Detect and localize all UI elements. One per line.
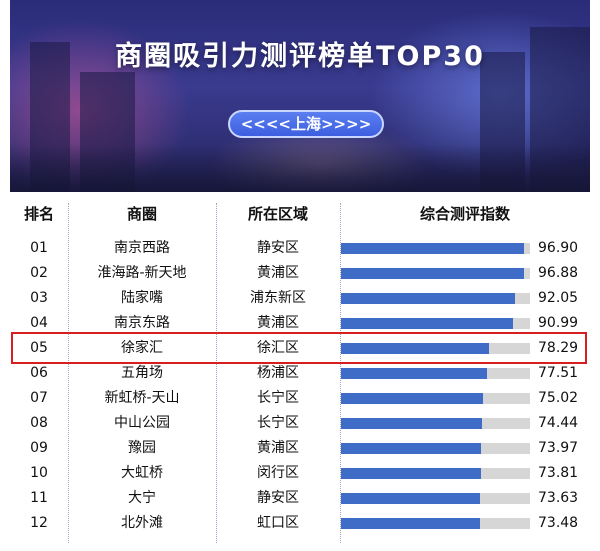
rank-cell: 06 xyxy=(30,365,48,381)
score-bar-track xyxy=(341,493,530,504)
score-bar-track xyxy=(341,318,530,329)
area-cell: 北外滩 xyxy=(121,515,163,531)
header-area: 商圈 xyxy=(126,205,157,223)
score-label: 96.88 xyxy=(538,265,579,281)
district-cell: 杨浦区 xyxy=(257,365,299,381)
ranking-table: 排名 商圈 所在区域 综合测评指数 01 南京西路 静安区 96.90 02 淮海路-新天… xyxy=(10,193,590,551)
score-label: 73.48 xyxy=(538,515,579,531)
rank-cell: 08 xyxy=(30,415,48,431)
score-label: 90.99 xyxy=(538,315,579,331)
score-label: 73.97 xyxy=(538,440,579,456)
district-cell: 黄浦区 xyxy=(257,265,299,281)
score-bar xyxy=(341,343,489,354)
rank-cell: 11 xyxy=(30,490,48,506)
district-cell: 徐汇区 xyxy=(257,340,299,356)
banner-title: 商圈吸引力测评榜单TOP30 xyxy=(115,41,485,72)
rank-cell: 10 xyxy=(30,465,48,481)
district-cell: 静安区 xyxy=(257,490,299,506)
rank-cell: 05 xyxy=(30,340,48,356)
score-bar-track xyxy=(341,368,530,379)
rank-cell: 01 xyxy=(30,240,48,256)
score-label: 75.02 xyxy=(538,390,579,406)
rank-cell: 09 xyxy=(30,440,48,456)
score-bar xyxy=(341,243,525,254)
score-label: 77.51 xyxy=(538,365,579,381)
score-bar xyxy=(341,443,481,454)
score-bar-track xyxy=(341,443,530,454)
score-bar-track xyxy=(341,518,530,529)
area-cell: 南京东路 xyxy=(114,315,170,331)
score-bar-track xyxy=(341,393,530,404)
score-label: 73.81 xyxy=(538,465,579,481)
column-divider xyxy=(340,203,341,543)
header-rank: 排名 xyxy=(23,205,54,223)
district-cell: 黄浦区 xyxy=(257,315,299,331)
area-cell: 新虹桥-天山 xyxy=(104,390,180,406)
score-label: 73.63 xyxy=(538,490,579,506)
score-bar-track xyxy=(341,268,530,279)
district-cell: 静安区 xyxy=(257,240,299,256)
score-bar-track xyxy=(341,343,530,354)
score-bar-track xyxy=(341,293,530,304)
area-cell: 陆家嘴 xyxy=(121,290,163,306)
area-cell: 淮海路-新天地 xyxy=(97,265,187,281)
city-tag-pill: <<<<上海>>>> xyxy=(228,110,384,138)
area-cell: 豫园 xyxy=(128,440,156,456)
score-label: 78.29 xyxy=(538,340,579,356)
header-district: 所在区域 xyxy=(247,205,308,223)
column-divider xyxy=(216,203,217,543)
district-cell: 长宁区 xyxy=(257,415,299,431)
score-label: 92.05 xyxy=(538,290,579,306)
score-bar-track xyxy=(341,243,530,254)
area-cell: 徐家汇 xyxy=(121,340,163,356)
area-cell: 五角场 xyxy=(121,365,163,381)
score-bar-track xyxy=(341,418,530,429)
score-bar xyxy=(341,368,488,379)
district-cell: 长宁区 xyxy=(257,390,299,406)
column-divider xyxy=(68,203,69,543)
score-label: 74.44 xyxy=(538,415,579,431)
score-bar xyxy=(341,393,483,404)
score-bar xyxy=(341,318,513,329)
score-bar xyxy=(341,493,481,504)
highlight-frame xyxy=(11,332,587,364)
area-cell: 大虹桥 xyxy=(121,465,163,481)
score-bar xyxy=(341,468,481,479)
rank-cell: 03 xyxy=(30,290,48,306)
score-bar xyxy=(341,518,480,529)
district-cell: 浦东新区 xyxy=(250,290,306,306)
score-bar-track xyxy=(341,468,530,479)
score-bar xyxy=(341,268,525,279)
score-label: 96.90 xyxy=(538,240,579,256)
area-cell: 大宁 xyxy=(128,490,156,506)
rank-cell: 04 xyxy=(30,315,48,331)
area-cell: 南京西路 xyxy=(114,240,170,256)
district-cell: 虹口区 xyxy=(257,515,299,531)
rank-cell: 12 xyxy=(30,515,48,531)
score-bar xyxy=(341,418,482,429)
header-score: 综合测评指数 xyxy=(419,205,510,223)
hero-banner: 商圈吸引力测评榜单TOP30 <<<<上海>>>> xyxy=(10,0,590,192)
rank-cell: 07 xyxy=(30,390,48,406)
street-scene xyxy=(10,144,590,192)
district-cell: 黄浦区 xyxy=(257,440,299,456)
area-cell: 中山公园 xyxy=(114,415,170,431)
rank-cell: 02 xyxy=(30,265,48,281)
score-bar xyxy=(341,293,515,304)
district-cell: 闵行区 xyxy=(257,465,299,481)
